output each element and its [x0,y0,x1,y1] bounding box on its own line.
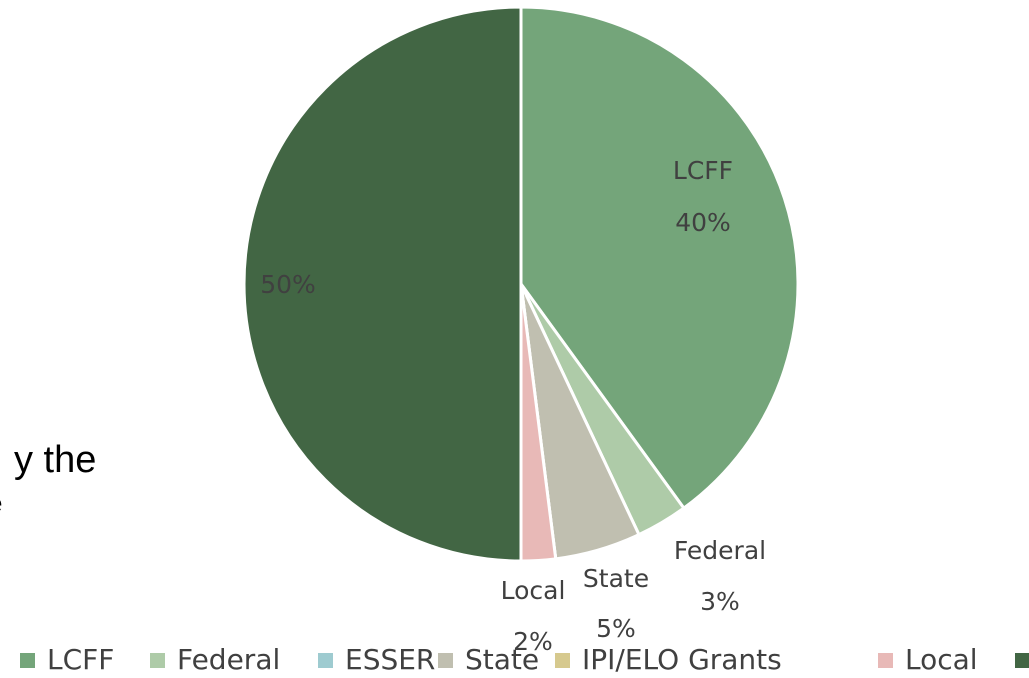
legend-swatch [20,653,35,668]
slice-label-value: 2% [513,627,553,656]
slice-label-name: Federal [674,536,766,565]
slice-label-value: 50% [260,270,316,299]
legend-label: Local [905,643,978,676]
slice-label-name: State [583,564,649,593]
pie-slice [242,5,523,563]
pie-slice [519,5,800,511]
slice-label-name: LCFF [673,156,733,185]
legend-swatch [555,653,570,668]
slice-label-name: Local [501,576,566,605]
slice-label-value: 5% [596,614,636,643]
legend-swatch [878,653,893,668]
background-text: y the [14,439,96,481]
legend-swatch [1015,653,1029,668]
legend-label: State [465,643,539,676]
legend-label: IPI/ELO Grants [582,643,782,676]
slice-label-value: 40% [675,208,731,237]
legend-swatch [318,653,333,668]
legend-swatch [150,653,165,668]
background-text: e [0,488,2,518]
legend-label: Federal [177,643,280,676]
slice-label-value: 3% [700,587,740,616]
legend-label: ESSER [345,643,435,676]
legend-swatch [438,653,453,668]
legend-label: LCFF [47,643,114,676]
